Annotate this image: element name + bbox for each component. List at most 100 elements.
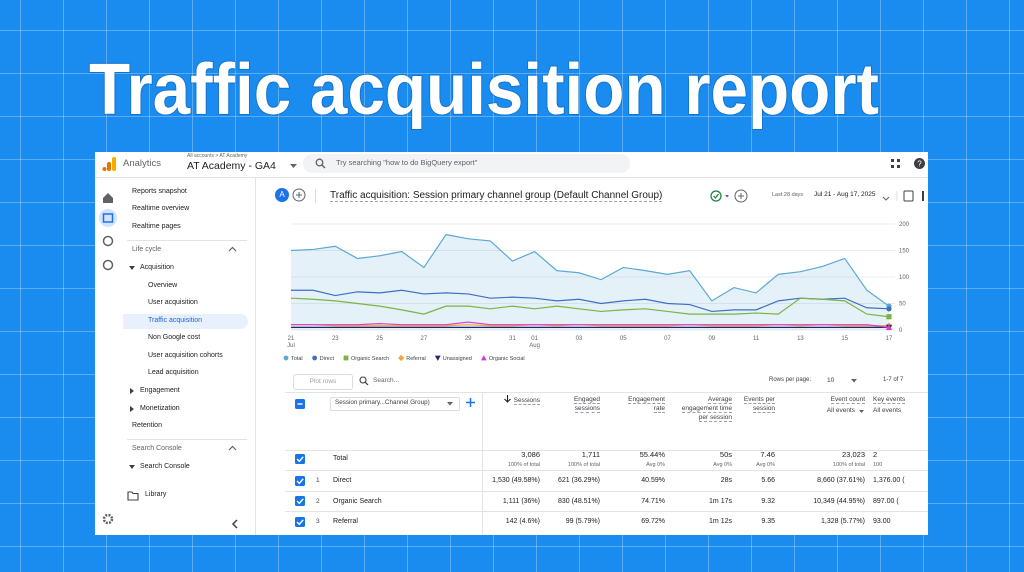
explore-icon[interactable] (102, 235, 114, 247)
nav-item[interactable]: Search Console (132, 445, 182, 452)
total-share: 100% of total (567, 462, 600, 468)
apps-icon[interactable] (890, 158, 902, 170)
plot-rows-button[interactable]: Plot rows (293, 374, 353, 390)
total-value: 50s (719, 450, 732, 459)
banner-title: Traffic acquisition report (89, 50, 879, 130)
column-header[interactable]: Event count (790, 395, 865, 404)
row-cell: 1m 17s (709, 497, 732, 505)
nav-item[interactable]: Overview (148, 282, 178, 289)
nav-item[interactable]: Engagement (140, 387, 180, 394)
date-range[interactable]: Jul 21 - Aug 17, 2025 (814, 191, 876, 198)
product-name[interactable]: Analytics (123, 158, 162, 169)
nav-item[interactable]: Traffic acquisition (148, 317, 203, 324)
legend-marker (312, 355, 318, 361)
column-header[interactable]: Events per session (740, 395, 775, 413)
y-tick-label: 150 (899, 249, 910, 255)
dimension-dropdown-icon (447, 402, 453, 406)
svg-text:?: ? (917, 160, 922, 169)
rows-per-page[interactable]: 10 (827, 377, 835, 384)
y-tick-label: 200 (899, 222, 910, 228)
x-tick-label: 11 (753, 336, 760, 342)
nav-item[interactable]: Lead acquisition (148, 369, 199, 376)
nav-item[interactable]: Life cycle (132, 246, 162, 253)
column-header-label: Key events (873, 396, 906, 404)
dimension-dropdown[interactable] (330, 397, 460, 411)
x-tick-label: 17 (886, 336, 893, 342)
nav-item[interactable]: Monetization (140, 405, 180, 412)
column-header-label: Engagement rate (628, 396, 665, 413)
settings-icon[interactable] (102, 513, 114, 525)
nav-item[interactable]: Retention (132, 422, 162, 429)
nav-item[interactable]: Library (145, 491, 167, 498)
row-checkbox (295, 496, 305, 506)
series-line (291, 289, 890, 313)
row-divider (285, 490, 928, 492)
total-value: 2 (873, 450, 878, 459)
x-tick-label: 07 (664, 336, 671, 342)
x-tick-label: 27 (421, 336, 428, 342)
header-divider (315, 189, 316, 203)
row-name[interactable]: Referral (333, 518, 358, 525)
row-cell: 74.71% (641, 497, 665, 505)
help-icon[interactable]: ? (913, 157, 926, 170)
section-chevron (228, 246, 237, 252)
x-tick-label: 09 (708, 336, 715, 342)
nav-item[interactable]: Search Console (140, 463, 190, 470)
row-name[interactable]: Organic Search (333, 497, 382, 505)
header-actions (882, 190, 924, 202)
row-cell: 1,328 (5.77%) (821, 518, 865, 525)
x-tick-label: 31 (509, 336, 516, 342)
legend-label: Referral (406, 356, 426, 362)
comparison-avatar[interactable]: A (275, 188, 289, 202)
column-header-label: Events per session (743, 396, 775, 413)
advertising-icon[interactable] (102, 259, 114, 271)
series-line (291, 321, 890, 328)
column-header[interactable]: Sessions (480, 395, 540, 405)
column-header[interactable]: Engaged sessions (555, 395, 600, 413)
legend-label: Organic Social (489, 356, 525, 362)
legend-marker (398, 354, 405, 362)
nav-item[interactable]: Acquisition (140, 264, 174, 271)
report-title: Traffic acquisition: Session primary cha… (330, 190, 663, 202)
x-tick-label: 23 (332, 336, 339, 342)
total-value: 23,023 (842, 450, 865, 459)
nav-item[interactable]: Non Google cost (148, 334, 201, 341)
row-cell: 28s (720, 477, 732, 484)
breadcrumb[interactable]: All accounts > AT Academy (187, 153, 248, 159)
rows-per-page-label: Rows per page: (769, 377, 812, 383)
reports-icon[interactable] (102, 213, 114, 223)
date-label: Last 28 days (772, 192, 804, 198)
logo (102, 157, 116, 171)
nav-item[interactable]: User acquisition cohorts (148, 352, 223, 359)
nav-item[interactable]: Realtime pages (132, 223, 181, 230)
column-filter[interactable]: All events (873, 407, 902, 414)
row-cell: 40.59% (641, 477, 665, 484)
sidebar: Reports snapshot Realtime overview Realtim… (123, 152, 253, 535)
table-search[interactable]: Search... (373, 377, 400, 384)
add-comparison[interactable] (292, 188, 306, 202)
column-header[interactable]: Engagement rate (620, 395, 665, 413)
column-header[interactable]: Key events (873, 395, 906, 404)
series-line (290, 233, 890, 307)
nav-item[interactable]: Realtime overview (132, 205, 190, 212)
dropdown-icon (290, 164, 297, 168)
column-header[interactable]: Average engagement time per session (676, 395, 732, 422)
column-filter[interactable]: All events (826, 407, 855, 414)
legend-label: Unassigned (443, 356, 472, 362)
home-icon[interactable] (103, 193, 113, 203)
property-name[interactable]: AT Academy - GA4 (187, 160, 276, 172)
row-divider (285, 470, 928, 471)
search-placeholder: Try searching "how to do BigQuery export… (336, 158, 478, 167)
nav-item[interactable]: Reports snapshot (132, 188, 187, 195)
search-box[interactable] (303, 154, 630, 173)
legend-marker (434, 355, 441, 361)
section-divider (127, 240, 247, 241)
nav-item[interactable]: User acquisition (148, 299, 198, 306)
legend-label: Direct (320, 356, 335, 362)
row-name[interactable]: Direct (333, 477, 352, 484)
row-cell: 9.35 (761, 518, 775, 525)
total-value: 7.46 (760, 450, 775, 459)
collapse-icon[interactable] (230, 518, 240, 530)
row-checkbox (295, 454, 305, 464)
